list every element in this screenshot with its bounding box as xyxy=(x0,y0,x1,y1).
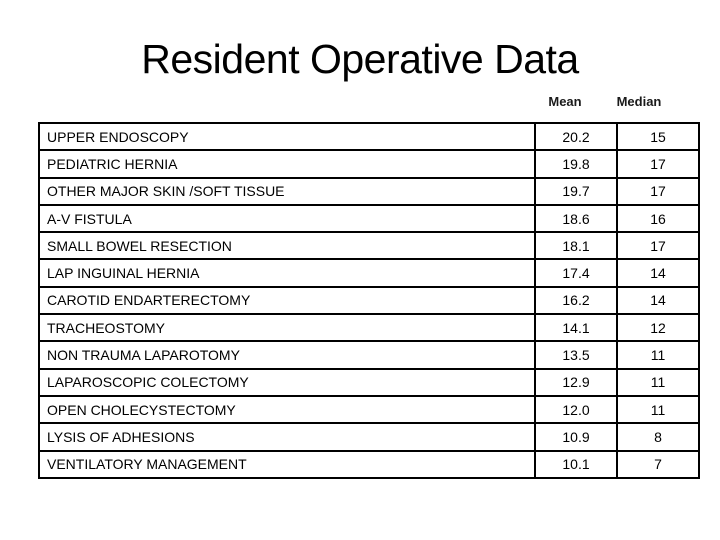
table-row: A-V FISTULA 18.6 16 xyxy=(38,203,700,234)
table-row: LYSIS OF ADHESIONS 10.9 8 xyxy=(38,422,700,452)
operative-data-table: UPPER ENDOSCOPY 20.2 15 PEDIATRIC HERNIA 19.… xyxy=(38,121,700,479)
procedure-cell: A-V FISTULA xyxy=(38,203,536,234)
median-cell: 11 xyxy=(616,340,700,370)
procedure-cell: SMALL BOWEL RESECTION xyxy=(38,231,536,261)
procedure-cell: PEDIATRIC HERNIA xyxy=(38,149,536,179)
mean-cell: 12.0 xyxy=(534,394,618,425)
table-row: TRACHEOSTOMY 14.1 12 xyxy=(38,313,700,343)
mean-cell: 19.7 xyxy=(534,176,618,206)
median-cell: 12 xyxy=(616,313,700,343)
table-row: OTHER MAJOR SKIN /SOFT TISSUE 19.7 17 xyxy=(38,176,700,206)
procedure-cell: TRACHEOSTOMY xyxy=(38,313,536,343)
median-cell: 17 xyxy=(616,149,700,179)
median-cell: 16 xyxy=(616,203,700,234)
median-cell: 8 xyxy=(616,422,700,452)
table-row: LAP INGUINAL HERNIA 17.4 14 xyxy=(38,258,700,288)
mean-cell: 16.2 xyxy=(534,285,618,316)
mean-cell: 12.9 xyxy=(534,367,618,397)
procedure-cell: UPPER ENDOSCOPY xyxy=(38,121,536,152)
table-body: UPPER ENDOSCOPY 20.2 15 PEDIATRIC HERNIA 19.… xyxy=(38,121,700,479)
table-row: PEDIATRIC HERNIA 19.8 17 xyxy=(38,149,700,179)
procedure-cell: OPEN CHOLECYSTECTOMY xyxy=(38,394,536,425)
procedure-cell: OTHER MAJOR SKIN /SOFT TISSUE xyxy=(38,176,536,206)
procedure-cell: LYSIS OF ADHESIONS xyxy=(38,422,536,452)
table-row: LAPAROSCOPIC COLECTOMY 12.9 11 xyxy=(38,367,700,397)
table-row: VENTILATORY MANAGEMENT 10.1 7 xyxy=(38,449,700,479)
mean-cell: 19.8 xyxy=(534,149,618,179)
mean-cell: 18.1 xyxy=(534,231,618,261)
mean-cell: 20.2 xyxy=(534,121,618,152)
table-row: CAROTID ENDARTERECTOMY 16.2 14 xyxy=(38,285,700,316)
mean-cell: 13.5 xyxy=(534,340,618,370)
mean-cell: 14.1 xyxy=(534,313,618,343)
procedure-cell: VENTILATORY MANAGEMENT xyxy=(38,449,536,479)
median-cell: 14 xyxy=(616,258,700,288)
procedure-cell: CAROTID ENDARTERECTOMY xyxy=(38,285,536,316)
procedure-cell: LAPAROSCOPIC COLECTOMY xyxy=(38,367,536,397)
table-row: UPPER ENDOSCOPY 20.2 15 xyxy=(38,121,700,152)
procedure-cell: NON TRAUMA LAPAROTOMY xyxy=(38,340,536,370)
column-header-mean: Mean xyxy=(548,94,582,109)
median-cell: 15 xyxy=(616,121,700,152)
median-cell: 11 xyxy=(616,367,700,397)
median-cell: 17 xyxy=(616,231,700,261)
column-header-median: Median xyxy=(616,94,662,109)
mean-cell: 10.1 xyxy=(534,449,618,479)
median-cell: 11 xyxy=(616,394,700,425)
mean-cell: 17.4 xyxy=(534,258,618,288)
table-row: OPEN CHOLECYSTECTOMY 12.0 11 xyxy=(38,394,700,425)
median-cell: 7 xyxy=(616,449,700,479)
median-cell: 14 xyxy=(616,285,700,316)
mean-cell: 10.9 xyxy=(534,422,618,452)
table-row: NON TRAUMA LAPAROTOMY 13.5 11 xyxy=(38,340,700,370)
procedure-cell: LAP INGUINAL HERNIA xyxy=(38,258,536,288)
median-cell: 17 xyxy=(616,176,700,206)
slide-title: Resident Operative Data xyxy=(141,36,579,82)
mean-cell: 18.6 xyxy=(534,203,618,234)
table-row: SMALL BOWEL RESECTION 18.1 17 xyxy=(38,231,700,261)
